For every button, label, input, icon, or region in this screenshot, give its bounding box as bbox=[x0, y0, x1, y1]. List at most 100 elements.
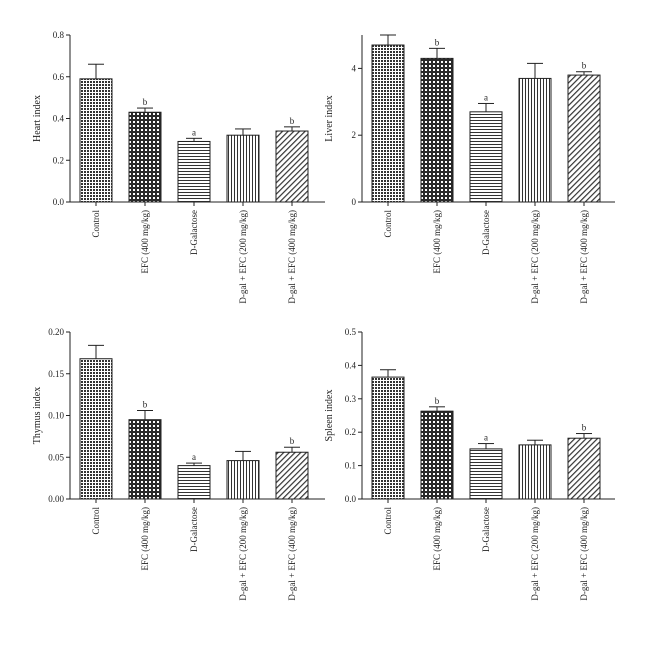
bar-group: D-gal + EFC (200 mg/kg) bbox=[226, 450, 260, 601]
x-tick-label: D-gal + EFC (200 mg/kg) bbox=[530, 507, 540, 601]
bar-group: D-gal + EFC (200 mg/kg) bbox=[226, 128, 260, 304]
significance-label: a bbox=[484, 433, 488, 443]
bar bbox=[420, 57, 454, 203]
significance-label: b bbox=[435, 37, 440, 47]
bar-group: b D-gal + EFC (400 mg/kg) bbox=[567, 423, 601, 601]
x-tick-label: D-gal + EFC (200 mg/kg) bbox=[238, 210, 248, 304]
bar bbox=[226, 460, 260, 500]
x-tick-label: Control bbox=[91, 507, 101, 535]
bar-group: a D-Galactose bbox=[469, 433, 503, 552]
y-axis-title: Thymus index bbox=[32, 387, 43, 445]
bar bbox=[469, 111, 503, 203]
significance-label: a bbox=[192, 127, 196, 137]
bar-group: Control bbox=[79, 344, 113, 535]
bar bbox=[275, 451, 309, 500]
y-tick-label: 4 bbox=[352, 63, 357, 73]
bar bbox=[226, 134, 260, 203]
significance-label: b bbox=[582, 423, 587, 433]
bar-group: Control bbox=[371, 369, 405, 535]
x-tick-label: EFC (400 mg/kg) bbox=[140, 507, 150, 571]
x-tick-label: D-gal + EFC (400 mg/kg) bbox=[579, 210, 589, 304]
y-tick-label: 0.10 bbox=[48, 411, 64, 421]
y-axis-title: Heart index bbox=[32, 95, 43, 142]
bar-group: D-gal + EFC (200 mg/kg) bbox=[518, 62, 552, 304]
bar bbox=[79, 358, 113, 500]
bar-group: b EFC (400 mg/kg) bbox=[128, 97, 162, 274]
significance-label: a bbox=[192, 452, 196, 462]
bar bbox=[567, 74, 601, 203]
x-tick-label: D-Galactose bbox=[481, 210, 491, 255]
bar-group: a D-Galactose bbox=[469, 92, 503, 255]
bar bbox=[518, 77, 552, 203]
chart-panel-3: 0.00 0.05 0.10 0.15 0.20 Thymus index Control b… bbox=[32, 327, 325, 601]
y-tick-label: 0 bbox=[352, 197, 357, 207]
y-tick-label: 0.4 bbox=[53, 114, 65, 124]
x-tick-label: D-gal + EFC (200 mg/kg) bbox=[238, 507, 248, 601]
y-tick-label: 0.0 bbox=[53, 197, 65, 207]
y-tick-label: 0.8 bbox=[53, 30, 65, 40]
bar-group: a D-Galactose bbox=[177, 127, 211, 255]
bar bbox=[128, 111, 162, 203]
y-tick-label: 0.00 bbox=[48, 494, 64, 504]
bar bbox=[79, 78, 113, 203]
bar bbox=[371, 376, 405, 500]
y-axis-title: Liver index bbox=[324, 95, 335, 141]
bar-group: a D-Galactose bbox=[177, 452, 211, 552]
bar-group: Control bbox=[79, 63, 113, 238]
x-tick-label: D-gal + EFC (200 mg/kg) bbox=[530, 210, 540, 304]
bar bbox=[567, 437, 601, 500]
x-tick-label: D-Galactose bbox=[189, 507, 199, 552]
x-tick-label: Control bbox=[383, 507, 393, 535]
y-tick-label: 0.15 bbox=[48, 369, 64, 379]
y-tick-label: 0.20 bbox=[48, 327, 64, 337]
x-tick-label: EFC (400 mg/kg) bbox=[140, 210, 150, 274]
y-tick-label: 0.2 bbox=[345, 427, 356, 437]
significance-label: b bbox=[435, 396, 440, 406]
bar-group: Control bbox=[371, 34, 405, 238]
bar bbox=[371, 44, 405, 203]
bar-group: b EFC (400 mg/kg) bbox=[128, 399, 162, 571]
bar bbox=[469, 448, 503, 500]
significance-label: b bbox=[143, 399, 148, 409]
y-tick-label: 0.5 bbox=[345, 327, 357, 337]
bar-group: D-gal + EFC (200 mg/kg) bbox=[518, 439, 552, 601]
x-tick-label: D-gal + EFC (400 mg/kg) bbox=[287, 507, 297, 601]
x-tick-label: D-gal + EFC (400 mg/kg) bbox=[579, 507, 589, 601]
x-tick-label: D-Galactose bbox=[481, 507, 491, 552]
bar bbox=[420, 410, 454, 500]
y-tick-label: 0.4 bbox=[345, 360, 357, 370]
y-tick-label: 0.6 bbox=[53, 72, 65, 82]
significance-label: b bbox=[582, 61, 587, 71]
significance-label: b bbox=[143, 97, 148, 107]
bar bbox=[128, 419, 162, 500]
x-tick-label: D-gal + EFC (400 mg/kg) bbox=[287, 210, 297, 304]
y-tick-label: 2 bbox=[352, 130, 357, 140]
bar bbox=[518, 444, 552, 500]
significance-label: a bbox=[484, 92, 488, 102]
x-tick-label: Control bbox=[383, 210, 393, 238]
chart-panel-4: 0.0 0.1 0.2 0.3 0.4 0.5 Spleen index Control b EF… bbox=[324, 327, 615, 601]
bar-group: b D-gal + EFC (400 mg/kg) bbox=[275, 436, 309, 601]
y-tick-label: 0.2 bbox=[53, 155, 64, 165]
chart-panel-2: 0 2 4 Liver index Control b EFC (400 mg/kg) a D-… bbox=[324, 34, 615, 304]
y-tick-label: 0.0 bbox=[345, 494, 357, 504]
bar-group: b EFC (400 mg/kg) bbox=[420, 37, 454, 274]
x-tick-label: D-Galactose bbox=[189, 210, 199, 255]
y-tick-label: 0.1 bbox=[345, 461, 356, 471]
bar-group: b D-gal + EFC (400 mg/kg) bbox=[567, 61, 601, 304]
bar bbox=[275, 130, 309, 203]
y-axis-title: Spleen index bbox=[324, 390, 335, 442]
significance-label: b bbox=[290, 116, 295, 126]
bar-group: b EFC (400 mg/kg) bbox=[420, 396, 454, 571]
y-tick-label: 0.3 bbox=[345, 394, 357, 404]
bar bbox=[177, 140, 211, 203]
chart-panel-1: 0.0 0.2 0.4 0.6 0.8 Heart index Control b EFC (4… bbox=[32, 30, 325, 304]
significance-label: b bbox=[290, 436, 295, 446]
y-tick-label: 0.05 bbox=[48, 452, 64, 462]
x-tick-label: EFC (400 mg/kg) bbox=[432, 210, 442, 274]
bar-group: b D-gal + EFC (400 mg/kg) bbox=[275, 116, 309, 304]
x-tick-label: Control bbox=[91, 210, 101, 238]
x-tick-label: EFC (400 mg/kg) bbox=[432, 507, 442, 571]
bar bbox=[177, 465, 211, 500]
